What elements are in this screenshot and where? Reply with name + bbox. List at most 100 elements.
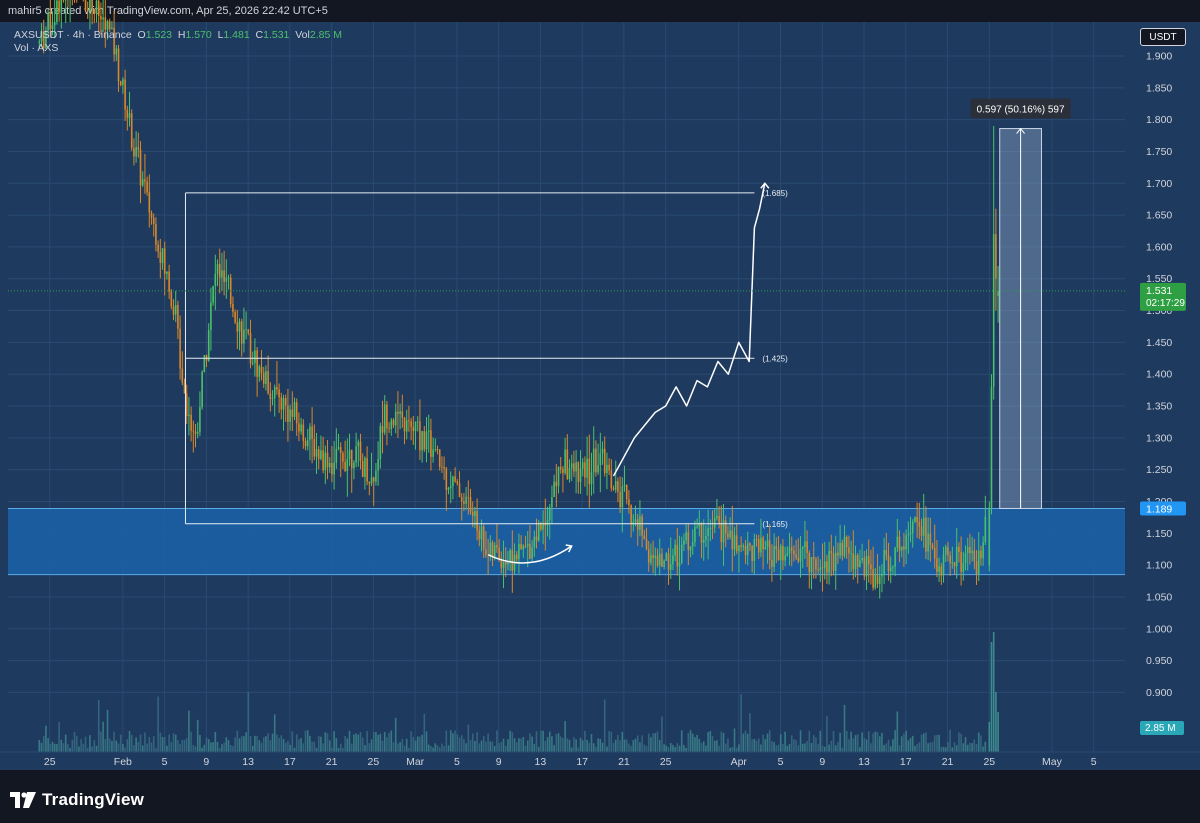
volume-bar [990, 642, 993, 752]
candle-body [929, 533, 932, 546]
price-chart[interactable]: (1.685)(1.425)(1.165)0.597 (50.16%) 597 … [0, 0, 1200, 770]
candle-body [271, 398, 274, 400]
symbol-label[interactable]: AXSUSDT · 4h · Binance [14, 29, 132, 41]
candle-body [663, 560, 665, 567]
candle-body [306, 440, 309, 447]
volume-bar [267, 733, 269, 752]
candle-body [823, 561, 826, 569]
volume-bar [232, 746, 234, 752]
volume-bar [548, 731, 551, 752]
volume-bar [467, 724, 470, 752]
volume-bar [254, 735, 256, 752]
candle-body [804, 541, 806, 548]
candle-body [449, 486, 452, 489]
volume-bar [788, 743, 791, 752]
volume-bar [313, 741, 316, 752]
candle-body [555, 481, 558, 487]
volume-bar [287, 740, 289, 752]
volume-bar [511, 732, 514, 752]
candle-body [221, 270, 223, 278]
volume-bar [815, 737, 817, 752]
candle-body [214, 273, 217, 287]
price-axis[interactable]: 1.900 1.850 1.800 1.750 1.700 1.650 1.600 1.550… [1126, 22, 1200, 752]
candle-body [104, 17, 107, 30]
candle-body [254, 350, 256, 363]
volume-bar [709, 730, 712, 752]
level-label: (1.685) [762, 189, 788, 198]
price-tick-label: 0.950 [1146, 655, 1172, 667]
candle-body [687, 532, 690, 551]
volume-bar [78, 746, 80, 752]
candle-body [883, 549, 885, 575]
candle-body [944, 546, 947, 555]
candle-body [119, 81, 122, 85]
candle-body [645, 539, 648, 550]
volume-bar [859, 747, 861, 752]
volume-bar [837, 741, 839, 752]
candle-body [542, 522, 544, 530]
volume-bar [174, 734, 177, 752]
candle-body [377, 458, 379, 471]
currency-button[interactable]: USDT [1140, 28, 1186, 46]
candle-body [839, 543, 841, 556]
volume-bar [889, 746, 892, 752]
volume-bar [674, 746, 676, 752]
time-tick-label: 13 [242, 756, 254, 768]
candle-body [309, 426, 311, 441]
candle-body [115, 48, 118, 55]
volume-bar [971, 743, 973, 752]
volume-bar [159, 732, 162, 752]
candle-body [496, 545, 498, 548]
volume-bar [718, 745, 720, 752]
volume-bar [828, 744, 830, 752]
candle-body [623, 484, 626, 487]
volume-bar [819, 730, 822, 752]
tradingview-logo[interactable]: TradingView [10, 790, 144, 810]
volume-bar [60, 739, 63, 752]
candle-body [287, 405, 289, 422]
candle-body [225, 277, 228, 282]
volume-bar [478, 743, 481, 752]
volume-bar [260, 742, 263, 752]
volume-bar [75, 736, 78, 752]
volume-bar [377, 734, 379, 752]
volume-bar [678, 745, 681, 752]
candle-body [265, 371, 267, 384]
candle-body [489, 542, 492, 556]
price-tick-label: 1.150 [1146, 528, 1172, 540]
candle-body [144, 179, 146, 182]
volume-bar [269, 740, 272, 752]
base-arc-arrowhead [565, 544, 573, 553]
candle-body [966, 546, 969, 554]
candle-body [595, 448, 597, 473]
candle-body [111, 27, 113, 30]
candle-body [425, 431, 428, 450]
volume-bar [482, 736, 485, 752]
candle-body [469, 497, 472, 512]
volume-bar [117, 743, 120, 752]
time-axis[interactable]: 25 Feb 5 9 13 17 21 25 Mar 5 9 13 17 21 25 Apr 5 9 13 17 21 2… [0, 751, 1200, 770]
volume-bar [898, 745, 901, 752]
candle-body [421, 431, 423, 451]
price-tick-label: 1.250 [1146, 464, 1172, 476]
volume-series-label[interactable]: Vol · AXS [14, 42, 59, 54]
time-tick-label: 25 [660, 756, 672, 768]
candle-body [812, 557, 815, 559]
open-label: O [137, 29, 146, 41]
candle-body [304, 440, 307, 447]
volume-bar [881, 732, 883, 752]
volume-bar [449, 730, 452, 752]
volume-bar [423, 713, 426, 752]
volume-bar [502, 738, 505, 752]
candle-body [790, 547, 793, 551]
volume-bar [551, 736, 553, 752]
candle-body [711, 527, 714, 529]
time-tick-label: 5 [778, 756, 784, 768]
candle-body [592, 448, 595, 473]
volume-bar [456, 733, 459, 752]
time-tick-label: Feb [114, 756, 132, 768]
volume-bar [698, 738, 701, 752]
volume-bar [436, 745, 439, 752]
volume-bar [240, 736, 243, 752]
